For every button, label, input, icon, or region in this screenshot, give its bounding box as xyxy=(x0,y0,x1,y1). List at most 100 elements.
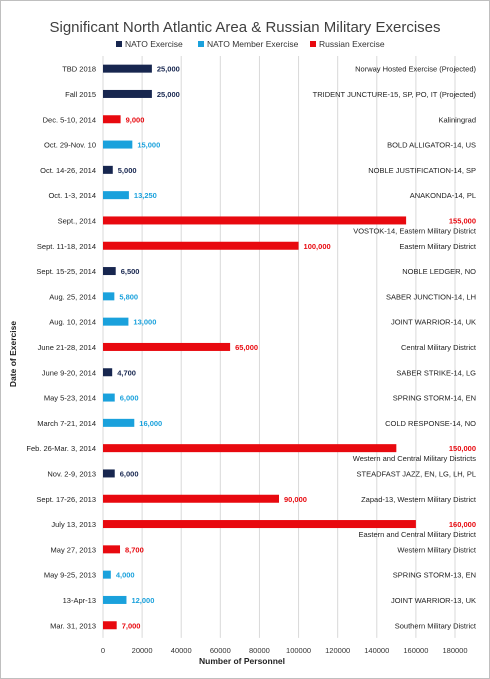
exercise-label: NOBLE LEDGER, NO xyxy=(402,267,476,276)
exercise-label: Central Military District xyxy=(401,343,477,352)
bar-row: June 21-28, 2014 65,000 Central Military D… xyxy=(38,342,477,352)
value-label: 6,000 xyxy=(120,394,139,403)
value-label: 155,000 xyxy=(449,216,476,225)
date-label: May 9-25, 2013 xyxy=(44,571,96,580)
bar-nato xyxy=(103,469,115,478)
exercise-label: Kaliningrad xyxy=(438,115,476,124)
bar-nato xyxy=(103,368,113,377)
bar-member xyxy=(103,393,115,402)
exercise-label: Eastern Military District xyxy=(399,242,477,251)
bar-member xyxy=(103,140,133,149)
bar-member xyxy=(103,191,129,200)
legend-label-member: NATO Member Exercise xyxy=(207,39,299,49)
bar-row: Aug. 25, 2014 5,800 SABER JUNCTION-14, LH xyxy=(49,292,476,301)
bar-rows: TBD 2018 25,000 Norway Hosted Exercise (Pr… xyxy=(26,64,477,630)
bar-row: March 7-21, 2014 16,000 COLD RESPONSE-14, … xyxy=(37,418,476,428)
bar-member xyxy=(103,570,111,579)
value-label: 5,800 xyxy=(119,292,138,301)
x-tick-label: 120000 xyxy=(325,646,350,655)
x-tick-label: 80000 xyxy=(249,646,270,655)
legend-label-nato: NATO Exercise xyxy=(125,39,183,49)
value-label: 4,000 xyxy=(116,571,135,580)
value-label: 25,000 xyxy=(157,90,180,99)
bar-row: Aug. 10, 2014 13,000 JOINT WARRIOR-14, UK xyxy=(49,317,476,327)
value-label: 25,000 xyxy=(157,65,180,74)
value-label: 13,250 xyxy=(134,191,157,200)
exercise-label: JOINT WARRIOR-13, UK xyxy=(391,596,476,605)
date-label: 13-Apr-13 xyxy=(63,596,96,605)
date-label: Nov. 2-9, 2013 xyxy=(47,469,96,478)
bar-row: Fall 2015 25,000 TRIDENT JUNCTURE-15, SP, … xyxy=(65,89,477,99)
value-label: 4,700 xyxy=(117,368,136,377)
bar-russia xyxy=(103,520,416,529)
bar-member xyxy=(103,595,127,604)
date-label: March 7-21, 2014 xyxy=(37,419,96,428)
bar-russia xyxy=(103,342,231,351)
date-label: Aug. 10, 2014 xyxy=(49,318,96,327)
value-label: 100,000 xyxy=(304,242,331,251)
exercise-label: STEADFAST JAZZ, EN, LG, LH, PL xyxy=(357,469,476,478)
exercise-label: SABER STRIKE-14, LG xyxy=(396,368,476,377)
exercise-label: COLD RESPONSE-14, NO xyxy=(385,419,476,428)
date-label: Mar. 31, 2013 xyxy=(50,621,96,630)
date-label: Dec. 5-10, 2014 xyxy=(43,115,96,124)
bar-row: Oct. 29-Nov. 10 15,000 BOLD ALLIGATOR-14, … xyxy=(44,140,476,150)
date-label: July 13, 2013 xyxy=(51,520,96,529)
bar-russia xyxy=(103,545,121,554)
value-label: 150,000 xyxy=(449,444,476,453)
chart-title: Significant North Atlantic Area & Russia… xyxy=(50,19,441,36)
bar-member xyxy=(103,418,135,427)
bar-russia xyxy=(103,216,407,225)
bar-russia xyxy=(103,241,299,250)
bar-row: Oct. 1-3, 2014 13,250 ANAKONDA-14, PL xyxy=(48,191,476,200)
value-label: 16,000 xyxy=(139,419,162,428)
value-label: 90,000 xyxy=(284,495,307,504)
date-label: Sept. 17-26, 2013 xyxy=(36,495,96,504)
x-tick-label: 40000 xyxy=(171,646,192,655)
bar-row: May 5-23, 2014 6,000 SPRING STORM-14, EN xyxy=(44,393,476,403)
date-label: Oct. 14-26, 2014 xyxy=(40,166,96,175)
date-label: Sept. 15-25, 2014 xyxy=(36,267,96,276)
date-label: June 9-20, 2014 xyxy=(42,368,96,377)
bar-nato xyxy=(103,64,152,73)
bar-member xyxy=(103,317,129,326)
x-axis-ticks: 0 20000 40000 60000 80000 100000 120000 140000 1… xyxy=(101,646,468,655)
exercise-label: SPRING STORM-13, EN xyxy=(393,571,476,580)
bar-russia xyxy=(103,621,117,630)
exercise-label: JOINT WARRIOR-14, UK xyxy=(391,318,476,327)
exercise-label: Zapad-13, Western Military District xyxy=(361,495,477,504)
y-axis-title: Date of Exercise xyxy=(8,321,18,387)
bar-row: Sept. 11-18, 2014 100,000 Eastern Military… xyxy=(37,241,477,251)
legend-swatch-russia xyxy=(310,41,316,47)
exercise-label: NOBLE JUSTIFICATION-14, SP xyxy=(368,166,476,175)
value-label: 5,000 xyxy=(118,166,137,175)
x-tick-label: 180000 xyxy=(442,646,467,655)
bar-member xyxy=(103,292,115,301)
bar-row: Mar. 31, 2013 7,000 Southern Military Dist… xyxy=(50,621,477,630)
exercise-label: SABER JUNCTION-14, LH xyxy=(386,292,476,301)
bar-nato xyxy=(103,267,116,276)
date-label: Feb. 26-Mar. 3, 2014 xyxy=(26,444,96,453)
bar-russia xyxy=(103,444,397,453)
x-tick-label: 140000 xyxy=(364,646,389,655)
legend-label-russia: Russian Exercise xyxy=(319,39,385,49)
x-tick-label: 20000 xyxy=(132,646,153,655)
date-label: May 5-23, 2014 xyxy=(44,394,96,403)
bar-row: May 9-25, 2013 4,000 SPRING STORM-13, EN xyxy=(44,570,476,580)
exercise-label: Norway Hosted Exercise (Projected) xyxy=(355,65,476,74)
date-label: Aug. 25, 2014 xyxy=(49,292,96,301)
bar-row: June 9-20, 2014 4,700 SABER STRIKE-14, LG xyxy=(42,368,476,377)
value-label: 7,000 xyxy=(122,621,141,630)
value-label: 12,000 xyxy=(131,596,154,605)
bar-row: Sept. 15-25, 2014 6,500 NOBLE LEDGER, NO xyxy=(36,267,476,276)
value-label: 160,000 xyxy=(449,520,476,529)
exercise-label: TRIDENT JUNCTURE-15, SP, PO, IT (Project… xyxy=(313,90,477,99)
value-label: 13,000 xyxy=(133,318,156,327)
date-label: Sept. 11-18, 2014 xyxy=(37,242,96,251)
legend: NATO Exercise NATO Member Exercise Russi… xyxy=(116,39,385,49)
exercise-label: Western Military District xyxy=(397,545,477,554)
